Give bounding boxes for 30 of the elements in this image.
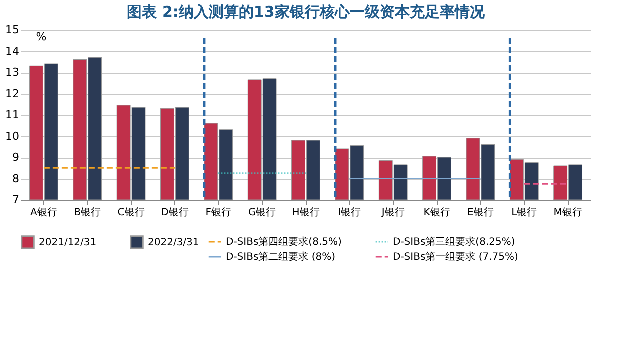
legend-label: 2022/3/31 (148, 237, 200, 248)
legend-label: D-SIBs第四组要求(8.5%) (226, 236, 342, 248)
y-tick-label: 10 (6, 130, 20, 143)
y-tick-label: 9 (12, 151, 20, 164)
chart-title: 图表 2:纳入测算的13家银行核心一级资本充足率情况 (127, 3, 486, 21)
y-tick-label: 14 (6, 44, 20, 58)
x-tick-label: I银行 (338, 208, 362, 218)
x-tick-label: H银行 (292, 208, 320, 218)
x-tick-label: C银行 (118, 208, 145, 218)
legend-label: D-SIBs第二组要求 (8%) (226, 251, 336, 263)
legend-label: D-SIBs第三组要求(8.25%) (393, 236, 516, 248)
x-tick-label: B银行 (74, 208, 102, 218)
x-tick-label: K银行 (424, 208, 450, 218)
x-tick-label: J银行 (380, 208, 405, 218)
y-tick-label: 8 (12, 172, 20, 186)
y-tick-label: 11 (6, 108, 20, 122)
y-tick-label: 7 (12, 194, 20, 206)
y-tick-label: 12 (6, 87, 20, 100)
y-tick-label: 13 (6, 66, 20, 79)
x-tick-label: M银行 (554, 208, 582, 218)
x-tick-label: L银行 (512, 208, 538, 218)
y-axis-title: % (36, 30, 47, 44)
x-tick-label: A银行 (30, 208, 58, 218)
y-tick-label: 15 (6, 24, 20, 36)
x-tick-label: F银行 (206, 208, 232, 218)
x-tick-label: D银行 (161, 208, 189, 218)
x-tick-label: G银行 (248, 208, 276, 218)
legend-label: 2021/12/31 (39, 237, 97, 248)
x-tick-label: E银行 (468, 208, 494, 218)
legend-label: D-SIBs第一组要求 (7.75%) (393, 251, 519, 263)
